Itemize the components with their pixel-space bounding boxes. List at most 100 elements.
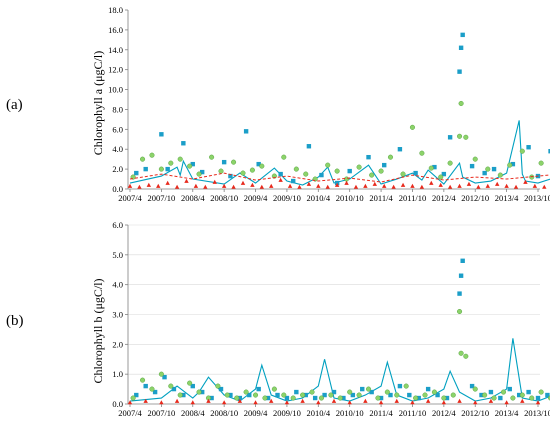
data-point-triangle — [410, 400, 415, 405]
data-point-triangle — [127, 183, 133, 188]
data-point-square — [469, 163, 475, 169]
data-point-square — [510, 161, 516, 167]
data-point-square — [491, 166, 497, 172]
data-point-square — [256, 161, 261, 167]
data-point-triangle — [297, 184, 302, 189]
x-tick-label: 2013/4 — [495, 408, 519, 418]
y-tick-label: 6.0 — [112, 124, 123, 134]
data-point-circle — [234, 395, 240, 401]
data-point-square — [435, 392, 440, 398]
x-tick-label: 2007/10 — [147, 193, 175, 203]
data-point-square — [319, 172, 324, 178]
panel-a-chart: (a) Chlorophyll a (μgC/l) 0.0 2.0 4.0 6.0 8.… — [6, 5, 550, 203]
data-point-triangle — [438, 182, 443, 187]
data-point-triangle — [316, 400, 321, 405]
x-tick-label: 2008/4 — [181, 193, 205, 203]
data-point-circle — [209, 154, 215, 160]
x-tick-label: 2010/10 — [336, 408, 364, 418]
data-point-circle — [463, 134, 469, 140]
data-point-triangle — [485, 183, 490, 188]
data-point-triangle — [259, 184, 265, 189]
data-point-circle — [450, 392, 456, 398]
data-point-circle — [441, 395, 447, 401]
data-point-circle — [259, 163, 265, 169]
data-point-circle — [215, 383, 221, 389]
data-point-square — [366, 154, 371, 160]
data-point-circle — [403, 383, 409, 389]
data-point-circle — [318, 395, 324, 401]
data-point-square — [545, 392, 550, 398]
data-point-circle — [344, 176, 350, 182]
data-point-triangle — [221, 183, 227, 188]
x-tick-label: 2011/4 — [369, 193, 393, 203]
data-point-square — [425, 386, 431, 392]
data-point-triangle — [394, 398, 399, 403]
data-point-circle — [303, 171, 309, 177]
y-tick-label: 4.0 — [112, 144, 123, 154]
data-point-square — [312, 395, 318, 401]
data-point-triangle — [353, 184, 359, 189]
data-point-triangle — [278, 177, 283, 182]
data-point-circle — [422, 392, 428, 398]
data-point-circle — [500, 389, 507, 395]
data-point-circle — [387, 154, 394, 160]
panel-a-ylabel: Chlorophyll a (μgC/l) — [91, 51, 105, 155]
data-point-square — [165, 166, 170, 172]
data-point-triangle — [347, 400, 352, 405]
x-tick-label: 2012/4 — [432, 408, 456, 418]
data-point-circle — [409, 124, 416, 130]
data-point-circle — [196, 171, 202, 177]
data-point-circle — [168, 383, 174, 389]
y-tick-label: 16.0 — [108, 25, 123, 35]
data-point-triangle — [203, 184, 208, 189]
y-tick-label: 4.0 — [112, 280, 123, 290]
data-point-triangle — [495, 181, 500, 186]
data-point-triangle — [466, 181, 472, 186]
data-point-circle — [218, 168, 224, 174]
x-tick-label: 2010/4 — [306, 408, 330, 418]
data-point-circle — [293, 166, 299, 172]
data-point-circle — [529, 395, 535, 401]
data-point-triangle — [174, 398, 180, 403]
data-point-triangle — [400, 182, 406, 187]
y-tick-label: 2.0 — [112, 164, 123, 174]
data-point-triangle — [143, 398, 148, 403]
data-point-triangle — [372, 181, 377, 186]
y-tick-label: 3.0 — [112, 310, 123, 320]
x-tick-label: 2012/10 — [461, 408, 489, 418]
data-point-circle — [231, 159, 237, 165]
data-point-square — [331, 389, 337, 395]
data-point-circle — [149, 152, 155, 158]
data-point-square — [457, 291, 462, 296]
data-point-square — [134, 392, 139, 398]
data-point-triangle — [334, 182, 340, 187]
data-point-circle — [130, 174, 136, 180]
data-point-triangle — [425, 398, 431, 403]
data-point-triangle — [504, 183, 509, 188]
data-point-square — [413, 170, 418, 176]
x-tick-label: 2011/10 — [399, 408, 427, 418]
data-point-triangle — [378, 400, 384, 405]
data-point-square — [458, 45, 464, 50]
data-point-square — [416, 395, 421, 401]
x-tick-label: 2007/4 — [118, 408, 142, 418]
data-point-circle — [240, 170, 246, 176]
data-point-triangle — [184, 178, 189, 183]
data-point-circle — [249, 167, 255, 173]
data-point-circle — [510, 395, 516, 401]
data-point-circle — [447, 160, 453, 166]
data-point-square — [382, 162, 387, 168]
data-point-square — [548, 149, 550, 154]
x-tick-label: 2007/4 — [118, 193, 142, 203]
data-point-circle — [485, 166, 491, 172]
data-point-triangle — [325, 184, 330, 189]
data-point-square — [256, 386, 261, 392]
series-line — [129, 338, 550, 402]
data-point-circle — [281, 154, 287, 160]
x-tick-label: 2009/10 — [273, 193, 301, 203]
data-point-square — [378, 395, 384, 401]
panel-a-label: (a) — [6, 97, 23, 113]
x-tick-label: 2009/10 — [273, 408, 301, 418]
data-point-square — [488, 389, 494, 395]
data-point-square — [237, 395, 243, 401]
